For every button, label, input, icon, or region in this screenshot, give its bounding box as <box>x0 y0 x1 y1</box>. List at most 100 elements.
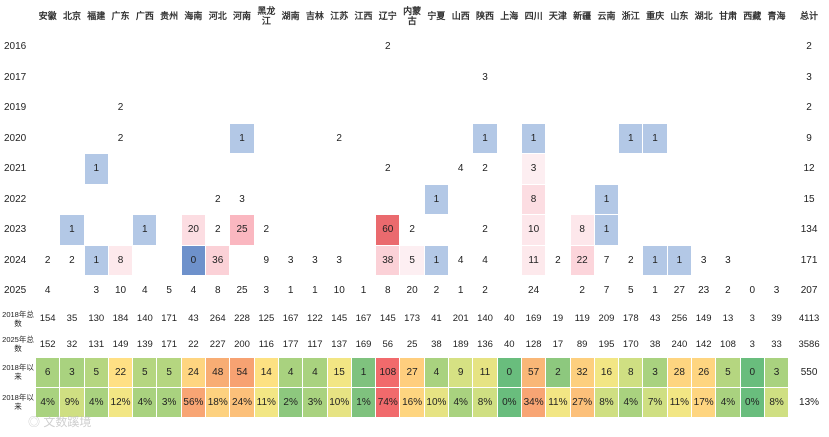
heat-cell <box>181 93 205 124</box>
column-header: 上海 <box>500 11 519 21</box>
heat-cell: 2 <box>482 163 488 175</box>
change-cell: 4% <box>448 386 473 417</box>
heat-cell: 1 <box>132 214 157 245</box>
heat-cell: 2 <box>409 224 415 236</box>
heat-cell <box>546 123 570 154</box>
change-cell: 5 <box>84 356 109 387</box>
heat-cell <box>667 154 691 185</box>
heat-cell <box>157 215 181 246</box>
heat-cell <box>254 123 278 154</box>
change-cell: 9 <box>448 356 473 387</box>
total-cell: 43 <box>642 305 668 332</box>
heat-cell <box>424 154 448 185</box>
total-cell: 169 <box>521 305 546 332</box>
heat-cell <box>764 123 788 154</box>
total-cell: 154 <box>35 305 60 332</box>
heat-cell: 1 <box>521 123 546 154</box>
change-cell: 26 <box>691 356 716 387</box>
heat-cell: 2 <box>433 285 440 297</box>
change-cell: 22 <box>108 356 133 387</box>
heat-cell <box>84 62 108 93</box>
heat-cell: 7 <box>603 285 610 297</box>
change-cell: 4 <box>424 356 449 387</box>
heat-cell <box>546 32 570 63</box>
heat-cell <box>181 32 205 63</box>
column-header: 山西 <box>451 11 470 21</box>
heat-cell <box>351 184 375 215</box>
total-cell: 119 <box>570 305 595 332</box>
heat-cell: 5 <box>399 245 425 276</box>
heat-cell: 2 <box>117 132 124 144</box>
column-header: 贵州 <box>160 11 179 21</box>
heat-cell <box>619 32 643 63</box>
change-cell: 16 <box>594 356 619 387</box>
heat-cell: 3 <box>336 254 342 266</box>
row-label: 2025 <box>4 285 27 297</box>
heat-cell: 1 <box>457 285 464 297</box>
change-cell: 1 <box>351 356 376 387</box>
heat-cell <box>424 32 448 63</box>
heat-cell <box>303 123 327 154</box>
heat-cell <box>400 62 424 93</box>
row-label: 2024 <box>4 254 27 266</box>
heat-cell: 3 <box>312 254 318 266</box>
change-cell: 32 <box>570 356 595 387</box>
heat-cell: 1 <box>229 123 255 154</box>
heat-cell <box>60 93 84 124</box>
total-cell: 167 <box>278 305 303 332</box>
total-cell: 108 <box>715 331 741 357</box>
heat-cell <box>424 62 448 93</box>
heat-cell <box>181 184 205 215</box>
heat-cell <box>157 93 181 124</box>
heat-cell <box>108 32 132 63</box>
total-cell: 256 <box>667 305 692 332</box>
change-cell: 9% <box>59 386 85 417</box>
heat-cell <box>570 62 594 93</box>
total-cell: 201 <box>448 305 473 332</box>
heat-cell <box>278 215 302 246</box>
heat-cell <box>278 184 302 215</box>
heat-cell <box>424 123 448 154</box>
heat-cell: 8 <box>385 285 391 297</box>
row-label: 2025年总数 <box>0 331 36 357</box>
heat-cell <box>497 215 521 246</box>
heat-cell: 10 <box>521 214 546 245</box>
total-cell: 116 <box>254 331 279 357</box>
heat-cell <box>133 62 157 93</box>
change-cell: 24 <box>181 356 206 387</box>
change-cell: 6 <box>35 356 60 387</box>
heat-cell <box>740 245 764 276</box>
change-cell: 18% <box>205 386 230 417</box>
heat-cell: 25 <box>229 214 255 245</box>
heat-cell <box>764 184 788 215</box>
change-cell: 54 <box>229 356 255 387</box>
change-cell: 1% <box>351 386 376 417</box>
column-header: 内蒙古 <box>403 6 422 26</box>
heat-cell <box>157 184 181 215</box>
heat-cell <box>643 154 667 185</box>
total-cell: 145 <box>375 305 400 332</box>
heat-cell <box>594 32 618 63</box>
heat-cell <box>36 32 60 63</box>
total-cell: 167 <box>351 305 376 332</box>
heat-cell <box>36 93 60 124</box>
heat-cell <box>181 154 205 185</box>
heat-cell <box>133 123 157 154</box>
heat-cell <box>667 32 691 63</box>
heat-cell <box>716 184 740 215</box>
heat-cell <box>400 32 424 63</box>
heat-cell: 4 <box>190 285 197 297</box>
heat-cell <box>692 32 716 63</box>
header-row: 安徽 北京 福建 广东 广西 贵州 海南 河北 河南 黑龙江 湖南 吉林 江苏 江西 辽宁 内蒙古 宁夏 山西 陕西… <box>1 0 829 32</box>
column-header: 北京 <box>62 11 81 21</box>
year-row: 2019 2 2 <box>1 92 829 124</box>
heat-cell: 36 <box>205 245 230 276</box>
heat-cell <box>692 215 716 246</box>
change-cell: 0% <box>497 386 522 417</box>
heat-cell <box>157 62 181 93</box>
heat-cell <box>327 184 351 215</box>
change-cell: 4% <box>715 386 741 417</box>
change-cell: 0% <box>740 386 765 417</box>
heat-cell <box>619 154 643 185</box>
heat-cell <box>619 62 643 93</box>
